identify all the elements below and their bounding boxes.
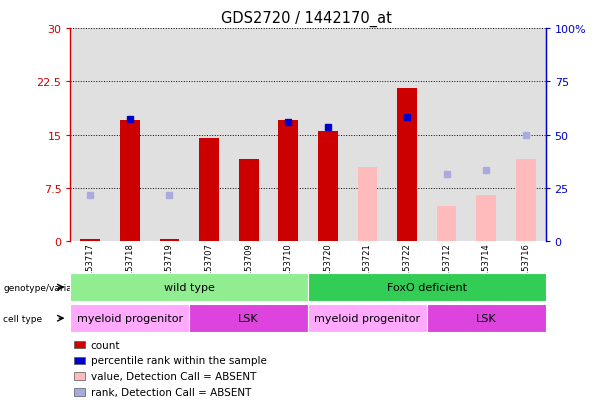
Text: LSK: LSK [238,313,259,323]
Bar [476,195,496,242]
Bar [466,29,506,242]
Text: percentile rank within the sample: percentile rank within the sample [91,356,267,366]
Bar [159,240,180,242]
Text: count: count [91,340,120,350]
Bar [278,121,298,242]
Bar [70,29,110,242]
Bar [189,29,229,242]
Bar [238,160,259,242]
Bar [397,89,417,242]
Bar [318,132,338,242]
Text: value, Detection Call = ABSENT: value, Detection Call = ABSENT [91,371,256,381]
Bar [80,240,100,242]
Bar [516,160,536,242]
Bar [436,206,457,242]
Bar [268,29,308,242]
Bar [110,29,150,242]
Text: cell type: cell type [3,314,42,323]
Bar [120,121,140,242]
Text: GDS2720 / 1442170_at: GDS2720 / 1442170_at [221,10,392,26]
Text: myeloid progenitor: myeloid progenitor [77,313,183,323]
Bar [387,29,427,242]
Bar [150,29,189,242]
Text: genotype/variation: genotype/variation [3,283,89,292]
Bar [308,29,348,242]
Bar [348,29,387,242]
Text: wild type: wild type [164,282,215,292]
Text: FoxO deficient: FoxO deficient [387,282,467,292]
Bar [229,29,268,242]
Text: rank, Detection Call = ABSENT: rank, Detection Call = ABSENT [91,387,251,397]
Bar [199,139,219,242]
Text: myeloid progenitor: myeloid progenitor [314,313,421,323]
Bar [357,167,378,242]
Text: LSK: LSK [476,313,497,323]
Bar [506,29,546,242]
Bar [427,29,466,242]
